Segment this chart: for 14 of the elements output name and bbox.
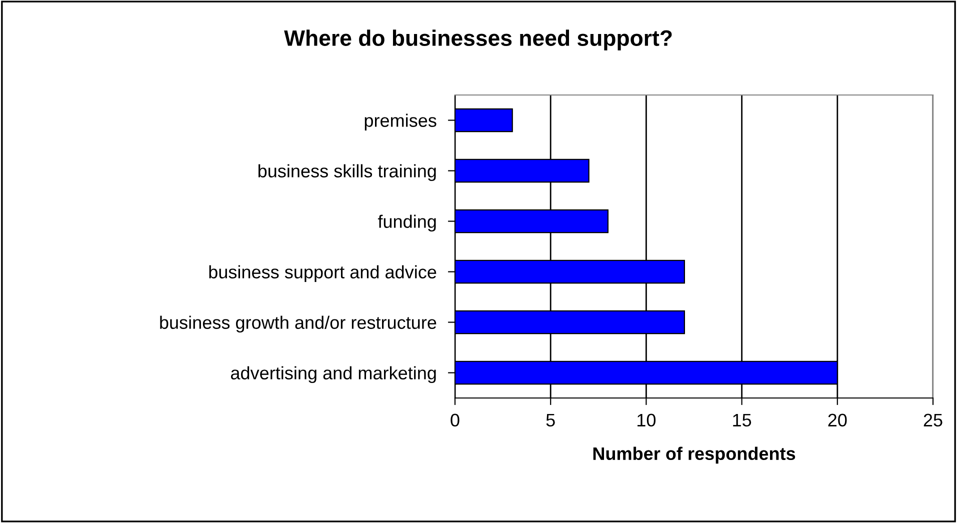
x-tick-label: 20 xyxy=(828,414,847,427)
x-tick-label: 5 xyxy=(546,414,555,427)
y-tick-label: advertising and marketing xyxy=(230,366,436,384)
y-tick-label: business skills training xyxy=(258,164,436,182)
x-tick-label: 15 xyxy=(733,414,752,427)
x-tick-label: 25 xyxy=(924,414,942,427)
x-axis-title: Number of respondents xyxy=(593,446,796,464)
y-tick-label: business support and advice xyxy=(209,265,436,282)
y-tick-label: premises xyxy=(364,114,436,131)
chart-title: Where do businesses need support? xyxy=(284,30,672,50)
y-tick-label: funding xyxy=(378,214,436,232)
x-tick-label: 10 xyxy=(638,414,656,427)
y-tick-label: business growth and/or restructure xyxy=(160,316,436,333)
x-tick-label: 0 xyxy=(450,414,460,427)
